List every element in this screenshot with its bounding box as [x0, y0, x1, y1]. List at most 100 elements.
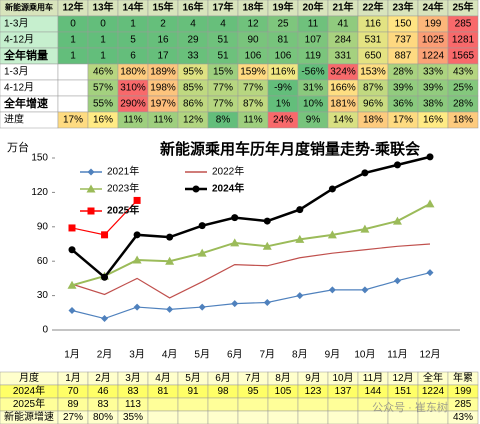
- cell-value: 18%: [363, 115, 383, 126]
- cell-value: 107: [305, 35, 322, 46]
- cell-value: 531: [365, 35, 382, 46]
- x-tick-label: 9月: [325, 349, 341, 361]
- cell-value: 35%: [123, 412, 143, 423]
- cell-value: 83: [127, 386, 139, 397]
- cell-value: 43%: [453, 67, 473, 78]
- table-cell: [57, 63, 89, 81]
- cell-value: 39%: [393, 83, 413, 94]
- series-line: [71, 272, 431, 320]
- x-tick-label: 2月: [97, 349, 113, 361]
- cell-value: 46%: [93, 67, 113, 78]
- cell-value: 324%: [330, 67, 356, 78]
- cell-value: 81: [277, 35, 289, 46]
- marker: [393, 161, 401, 169]
- column-header: 1月: [65, 372, 81, 384]
- x-tick-label: 8月: [292, 349, 308, 361]
- marker: [101, 315, 109, 323]
- cell-value: 6: [130, 51, 136, 62]
- cell-value: 284: [335, 35, 352, 46]
- y-tick-label: 60: [37, 256, 49, 267]
- table-cell: [267, 397, 299, 412]
- column-header: 18年: [242, 1, 263, 14]
- table-cell: [147, 397, 179, 412]
- cell-value: 27%: [63, 412, 83, 423]
- cell-value: 43%: [453, 412, 473, 423]
- marker: [361, 286, 369, 294]
- cell-value: 5: [130, 35, 136, 46]
- cell-value: 189%: [150, 67, 176, 78]
- x-tick-label: 5月: [194, 349, 210, 361]
- y-tick-label: 150: [31, 153, 48, 164]
- marker: [295, 234, 305, 243]
- cell-value: 9%: [306, 115, 321, 126]
- table-cell: [267, 410, 299, 424]
- column-header: 16年: [182, 1, 203, 14]
- cell-value: 12: [247, 19, 259, 30]
- column-header: 年累: [453, 371, 473, 384]
- column-header: 8月: [275, 372, 291, 384]
- table-cell: [237, 410, 269, 424]
- cell-value: 310%: [120, 83, 146, 94]
- legend-label: 2022年: [212, 165, 244, 178]
- cell-value: 11%: [243, 115, 262, 126]
- cell-value: -56%: [301, 67, 324, 78]
- cell-value: 4: [190, 19, 196, 30]
- column-header: 19年: [272, 1, 293, 14]
- marker: [87, 168, 95, 176]
- cell-value: 144: [365, 386, 382, 397]
- column-header: 2月: [95, 372, 111, 384]
- marker: [133, 303, 141, 311]
- marker: [263, 217, 271, 225]
- cell-value: 1025: [422, 35, 445, 46]
- marker: [230, 238, 240, 247]
- cell-value: 24%: [273, 115, 293, 126]
- cell-value: 8%: [216, 115, 231, 126]
- cell-value: 17: [157, 51, 169, 62]
- marker: [426, 269, 434, 277]
- cell-value: 41: [337, 19, 349, 30]
- cell-value: 17%: [63, 115, 83, 126]
- cell-value: 151: [395, 386, 412, 397]
- marker: [426, 153, 434, 161]
- marker: [263, 298, 271, 306]
- marker: [198, 303, 206, 311]
- cell-value: 11%: [123, 115, 142, 126]
- marker: [68, 224, 76, 232]
- cell-value: 57%: [93, 83, 113, 94]
- table-cell: [207, 397, 239, 412]
- column-header: 9月: [305, 372, 321, 384]
- row-label: 进度: [4, 113, 24, 126]
- table-cell: [207, 410, 239, 424]
- row-label: 2025年: [13, 397, 45, 410]
- cell-value: 737: [395, 35, 412, 46]
- y-tick-label: 90: [37, 221, 49, 232]
- cell-value: 95: [247, 386, 259, 397]
- cell-value: 16: [157, 35, 169, 46]
- cell-value: 199: [425, 19, 442, 30]
- legend-label: 2023年: [107, 182, 139, 195]
- cell-value: 137: [335, 386, 352, 397]
- marker: [231, 214, 239, 222]
- row-label: 全年销量: [3, 48, 48, 62]
- table-cell: [237, 397, 269, 412]
- x-tick-label: 6月: [227, 349, 243, 361]
- cell-value: 1: [70, 35, 76, 46]
- cell-value: 80%: [93, 412, 113, 423]
- row-label: 1-3月: [4, 18, 28, 30]
- marker: [231, 300, 239, 308]
- cell-value: 29: [187, 35, 199, 46]
- column-header: 3月: [125, 372, 141, 384]
- row-label: 1-3月: [4, 66, 28, 78]
- marker: [360, 224, 370, 233]
- table-cell: [327, 397, 359, 412]
- marker: [361, 169, 369, 177]
- cell-value: 12%: [183, 115, 203, 126]
- cell-value: 116: [365, 19, 381, 30]
- table-cell: [57, 95, 89, 113]
- cell-value: 81: [157, 386, 169, 397]
- marker: [393, 277, 401, 285]
- column-header: 25年: [452, 1, 473, 14]
- cell-value: 285: [455, 399, 472, 410]
- table-cell: [297, 410, 329, 424]
- cell-value: 10%: [303, 99, 323, 110]
